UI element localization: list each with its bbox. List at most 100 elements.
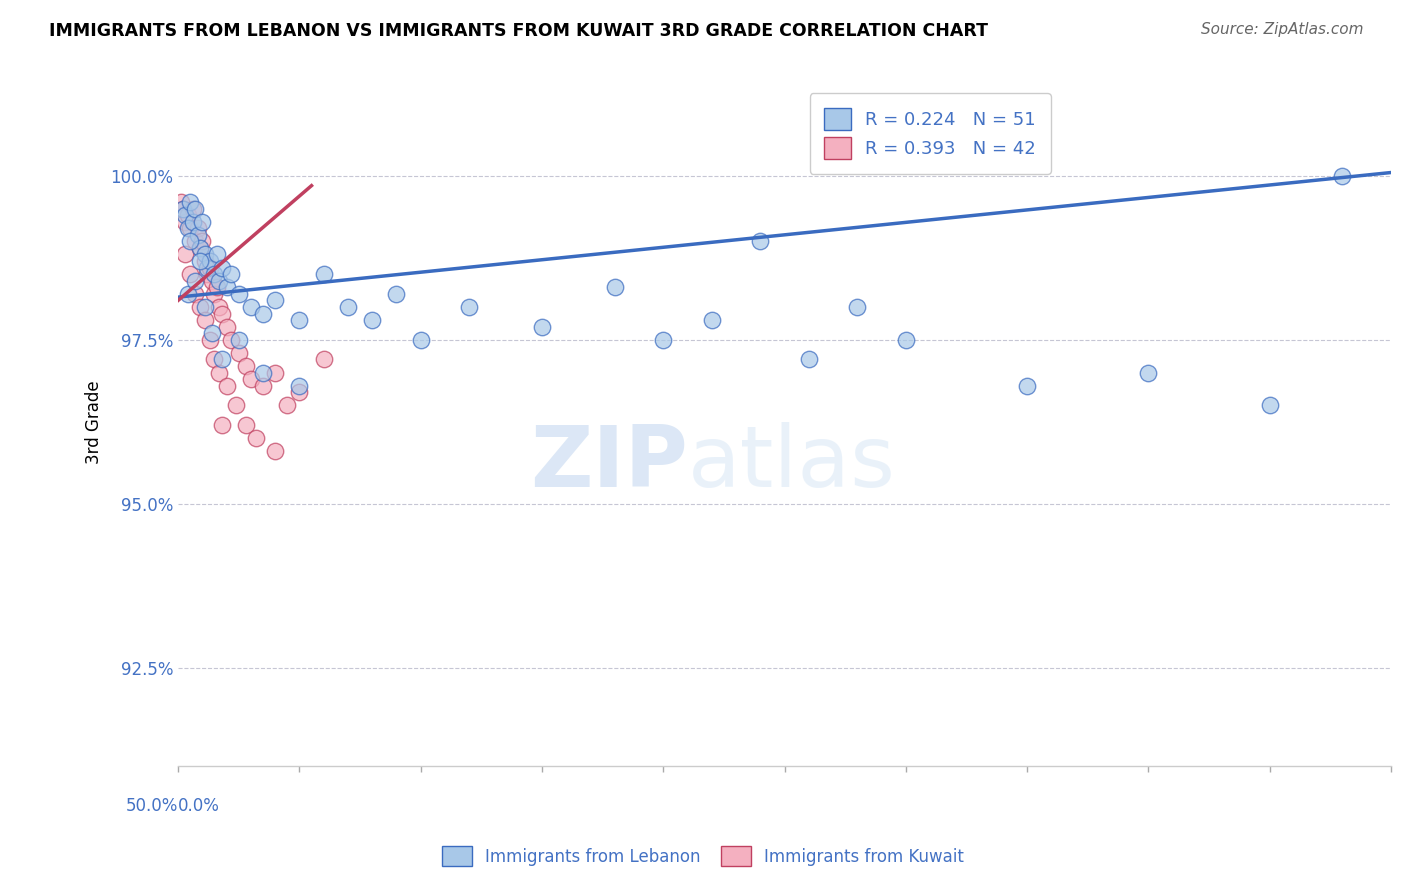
Point — [186, 227, 208, 242]
Point — [181, 215, 204, 229]
Point — [205, 280, 228, 294]
Point — [276, 398, 298, 412]
Point — [894, 333, 917, 347]
Text: ZIP: ZIP — [530, 422, 688, 505]
Point — [221, 333, 243, 347]
Point — [198, 333, 221, 347]
Point — [1258, 398, 1281, 412]
Point — [191, 235, 214, 249]
Point — [239, 372, 262, 386]
Point — [336, 300, 359, 314]
Point — [245, 431, 267, 445]
Point — [228, 346, 250, 360]
Point — [239, 300, 262, 314]
Point — [204, 267, 226, 281]
Point — [177, 208, 200, 222]
Text: IMMIGRANTS FROM LEBANON VS IMMIGRANTS FROM KUWAIT 3RD GRADE CORRELATION CHART: IMMIGRANTS FROM LEBANON VS IMMIGRANTS FR… — [49, 22, 988, 40]
Point — [846, 300, 869, 314]
Point — [198, 260, 221, 275]
Point — [188, 300, 211, 314]
Point — [264, 366, 287, 380]
Point — [228, 333, 250, 347]
Point — [169, 194, 191, 209]
Point — [179, 267, 201, 281]
Legend: R = 0.224   N = 51, R = 0.393   N = 42: R = 0.224 N = 51, R = 0.393 N = 42 — [810, 94, 1050, 174]
Point — [181, 202, 204, 216]
Point — [700, 313, 723, 327]
Point — [225, 398, 247, 412]
Point — [208, 300, 231, 314]
Point — [188, 254, 211, 268]
Point — [235, 359, 257, 373]
Point — [172, 202, 194, 216]
Point — [198, 254, 221, 268]
Point — [228, 286, 250, 301]
Text: 50.0%: 50.0% — [125, 797, 179, 814]
Point — [201, 326, 224, 341]
Point — [221, 267, 243, 281]
Point — [211, 417, 233, 432]
Point — [186, 221, 208, 235]
Point — [194, 300, 217, 314]
Point — [312, 267, 335, 281]
Point — [288, 378, 311, 392]
Point — [749, 235, 772, 249]
Point — [288, 385, 311, 400]
Point — [252, 306, 274, 320]
Point — [172, 202, 194, 216]
Text: atlas: atlas — [688, 422, 896, 505]
Point — [205, 247, 228, 261]
Point — [194, 313, 217, 327]
Point — [191, 215, 214, 229]
Point — [201, 274, 224, 288]
Point — [264, 293, 287, 308]
Point — [179, 221, 201, 235]
Legend: Immigrants from Lebanon, Immigrants from Kuwait: Immigrants from Lebanon, Immigrants from… — [436, 839, 970, 873]
Point — [385, 286, 408, 301]
Point — [208, 274, 231, 288]
Point — [204, 286, 226, 301]
Point — [211, 306, 233, 320]
Point — [184, 274, 207, 288]
Point — [177, 221, 200, 235]
Point — [458, 300, 481, 314]
Point — [208, 366, 231, 380]
Point — [1137, 366, 1160, 380]
Point — [174, 215, 197, 229]
Point — [652, 333, 675, 347]
Point — [1017, 378, 1039, 392]
Point — [188, 241, 211, 255]
Point — [188, 241, 211, 255]
Point — [195, 260, 218, 275]
Point — [235, 417, 257, 432]
Point — [204, 352, 226, 367]
Point — [211, 352, 233, 367]
Point — [1331, 169, 1354, 183]
Point — [194, 254, 217, 268]
Point — [288, 313, 311, 327]
Point — [179, 194, 201, 209]
Point — [179, 235, 201, 249]
Y-axis label: 3rd Grade: 3rd Grade — [86, 380, 103, 464]
Point — [264, 444, 287, 458]
Point — [184, 202, 207, 216]
Point — [603, 280, 626, 294]
Point — [184, 235, 207, 249]
Point — [174, 247, 197, 261]
Point — [215, 280, 238, 294]
Point — [530, 319, 553, 334]
Text: Source: ZipAtlas.com: Source: ZipAtlas.com — [1201, 22, 1364, 37]
Point — [252, 366, 274, 380]
Point — [177, 286, 200, 301]
Point — [184, 286, 207, 301]
Point — [215, 319, 238, 334]
Point — [252, 378, 274, 392]
Point — [211, 260, 233, 275]
Point — [194, 247, 217, 261]
Point — [361, 313, 384, 327]
Point — [215, 378, 238, 392]
Point — [195, 267, 218, 281]
Point — [312, 352, 335, 367]
Point — [797, 352, 820, 367]
Text: 0.0%: 0.0% — [179, 797, 219, 814]
